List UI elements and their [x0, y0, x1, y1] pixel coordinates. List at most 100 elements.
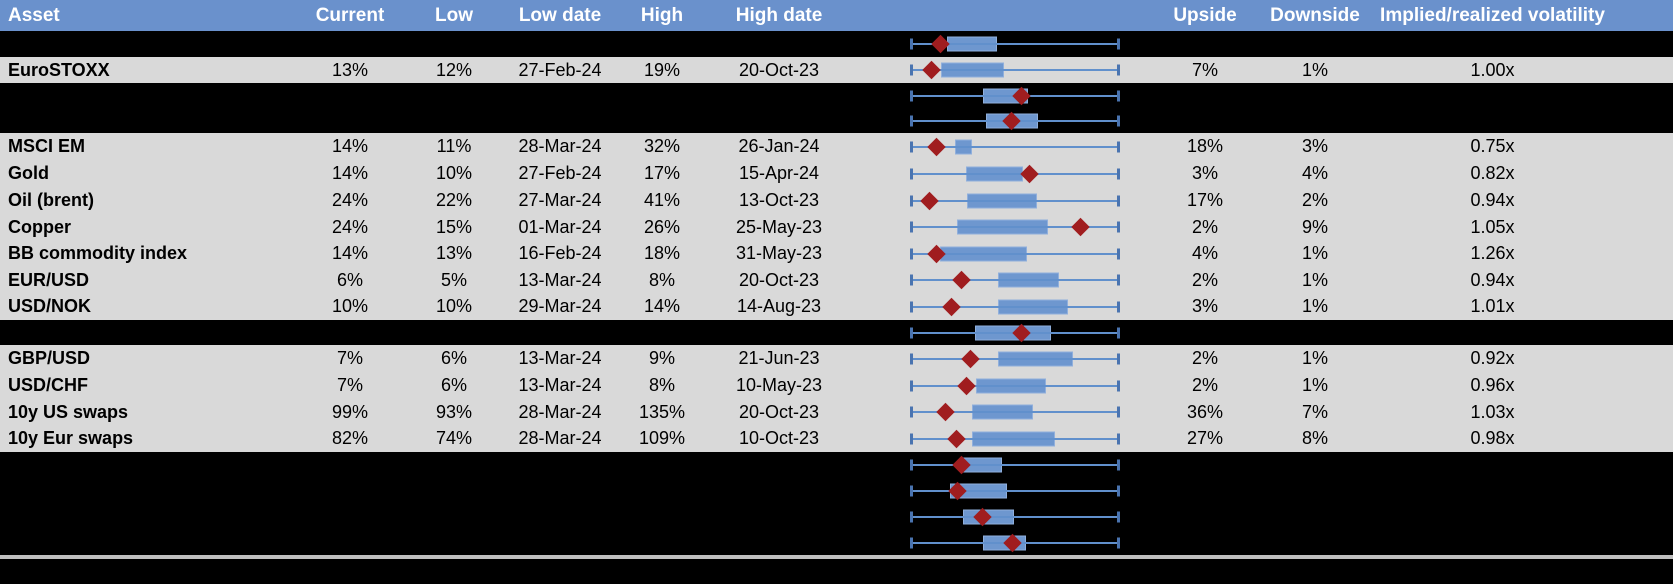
boxplot-whisker-cap-left: [910, 195, 913, 206]
table-row-gold: Gold 14% 10% 27-Feb-24 17% 15-Apr-24 3% …: [0, 160, 1673, 187]
boxplot-whisker-cap-right: [1117, 195, 1120, 206]
boxplot: [0, 133, 1673, 160]
boxplot-whisker-line: [912, 199, 1117, 202]
boxplot-whisker-cap-left: [910, 511, 913, 523]
table-row-spacer: [0, 452, 1673, 478]
boxplot-whisker-cap-left: [910, 38, 913, 50]
boxplot-whisker-cap-right: [1117, 433, 1120, 444]
boxplot-whisker-cap-right: [1117, 537, 1120, 548]
cell-high: 109%: [638, 428, 686, 448]
cell-asset: USD/NOK: [8, 296, 92, 316]
boxplot-whisker-cap-right: [1117, 115, 1120, 126]
cell-asset: EuroSTOXX: [8, 59, 110, 80]
cell-implied-realized-volatility: 0.94x: [1470, 269, 1515, 290]
cell-low: 5%: [440, 269, 467, 290]
boxplot: [0, 478, 1673, 504]
boxplot-whisker-cap-right: [1117, 485, 1120, 497]
table-row-10y-eur-swaps: 10y Eur swaps 82% 74% 28-Mar-24 109% 10-…: [0, 425, 1673, 452]
cell-asset: MSCI EM: [8, 136, 86, 156]
cell-low-date: 16-Feb-24: [518, 243, 602, 263]
cell-low: 6%: [440, 348, 467, 368]
cell-implied-realized-volatility: 1.01x: [1470, 296, 1515, 316]
boxplot-whisker-cap-right: [1117, 248, 1120, 259]
cell-high: 18%: [643, 243, 681, 263]
boxplot-whisker-cap-right: [1117, 459, 1120, 471]
boxplot-whisker-cap-left: [910, 380, 913, 391]
cell-current: 10%: [331, 296, 369, 316]
boxplot: [0, 425, 1673, 452]
cell-downside: 7%: [1301, 401, 1328, 422]
boxplot-whisker-line: [912, 69, 1117, 71]
cell-downside: 2%: [1301, 190, 1328, 210]
cell-high-date: 13-Oct-23: [738, 190, 820, 210]
cell-current: 24%: [331, 216, 369, 237]
cell-implied-realized-volatility: 0.75x: [1470, 136, 1515, 156]
boxplot-whisker-line: [912, 384, 1117, 387]
boxplot-whisker-line: [912, 252, 1117, 255]
cell-low: 12%: [435, 59, 473, 80]
table-row-spacer: [0, 31, 1673, 57]
boxplot: [0, 214, 1673, 240]
table-row-oil-brent-: Oil (brent) 24% 22% 27-Mar-24 41% 13-Oct…: [0, 187, 1673, 214]
cell-low: 15%: [435, 216, 473, 237]
boxplot-whisker-cap-left: [910, 141, 913, 152]
boxplot: [0, 399, 1673, 425]
boxplot: [0, 372, 1673, 399]
table-row-gbp-usd: GBP/USD 7% 6% 13-Mar-24 9% 21-Jun-23 2% …: [0, 345, 1673, 372]
boxplot: [0, 504, 1673, 530]
boxplot-whisker-cap-left: [910, 485, 913, 497]
cell-downside: 1%: [1301, 269, 1328, 290]
cell-low-date: 01-Mar-24: [518, 216, 602, 237]
cell-high: 26%: [643, 216, 681, 237]
table-row-spacer: [0, 320, 1673, 345]
cell-low: 10%: [435, 163, 473, 183]
boxplot-whisker-line: [912, 464, 1117, 466]
cell-high: 17%: [643, 163, 681, 183]
cell-asset: GBP/USD: [8, 348, 91, 368]
table-row-spacer: [0, 478, 1673, 504]
boxplot: [0, 267, 1673, 293]
boxplot: [0, 530, 1673, 555]
cell-high: 8%: [648, 375, 675, 395]
cell-implied-realized-volatility: 1.03x: [1470, 401, 1515, 422]
cell-downside: 4%: [1301, 163, 1328, 183]
cell-implied-realized-volatility: 0.82x: [1470, 163, 1515, 183]
cell-downside: 1%: [1301, 375, 1328, 395]
col-header-low-date: Low date: [518, 4, 602, 26]
table-row-spacer: [0, 83, 1673, 108]
col-header-current: Current: [315, 4, 385, 26]
cell-current: 14%: [331, 243, 369, 263]
boxplot-whisker-cap-left: [910, 248, 913, 259]
cell-low-date: 29-Mar-24: [518, 296, 602, 316]
boxplot: [0, 452, 1673, 478]
boxplot-whisker-cap-right: [1117, 353, 1120, 364]
boxplot-whisker-line: [912, 226, 1117, 228]
col-header-high: High: [640, 4, 684, 26]
cell-upside: 17%: [1186, 190, 1224, 210]
boxplot: [0, 240, 1673, 267]
boxplot-whisker-cap-left: [910, 274, 913, 286]
boxplot-diamond: [1071, 217, 1090, 237]
boxplot-diamond: [927, 137, 946, 156]
cell-downside: 8%: [1301, 428, 1328, 448]
col-header-low: Low: [435, 4, 473, 26]
boxplot-whisker-line: [912, 357, 1117, 360]
cell-downside: 3%: [1301, 136, 1328, 156]
boxplot-diamond: [936, 402, 955, 422]
boxplot: [0, 57, 1673, 83]
boxplot-whisker-cap-right: [1117, 406, 1120, 418]
cell-high-date: 26-Jan-24: [738, 136, 820, 156]
bottom-divider-line: [0, 555, 1673, 559]
cell-high-date: 20-Oct-23: [738, 401, 820, 422]
cell-high-date: 25-May-23: [735, 216, 823, 237]
cell-implied-realized-volatility: 0.98x: [1470, 428, 1515, 448]
cell-low: 22%: [435, 190, 473, 210]
cell-current: 14%: [331, 163, 369, 183]
cell-high-date: 31-May-23: [735, 243, 823, 263]
boxplot-whisker-line: [912, 437, 1117, 440]
cell-high-date: 14-Aug-23: [736, 296, 822, 316]
cell-low: 13%: [435, 243, 473, 263]
boxplot-whisker-cap-left: [910, 168, 913, 179]
boxplot-whisker-cap-left: [910, 537, 913, 548]
boxplot-diamond: [947, 429, 966, 448]
